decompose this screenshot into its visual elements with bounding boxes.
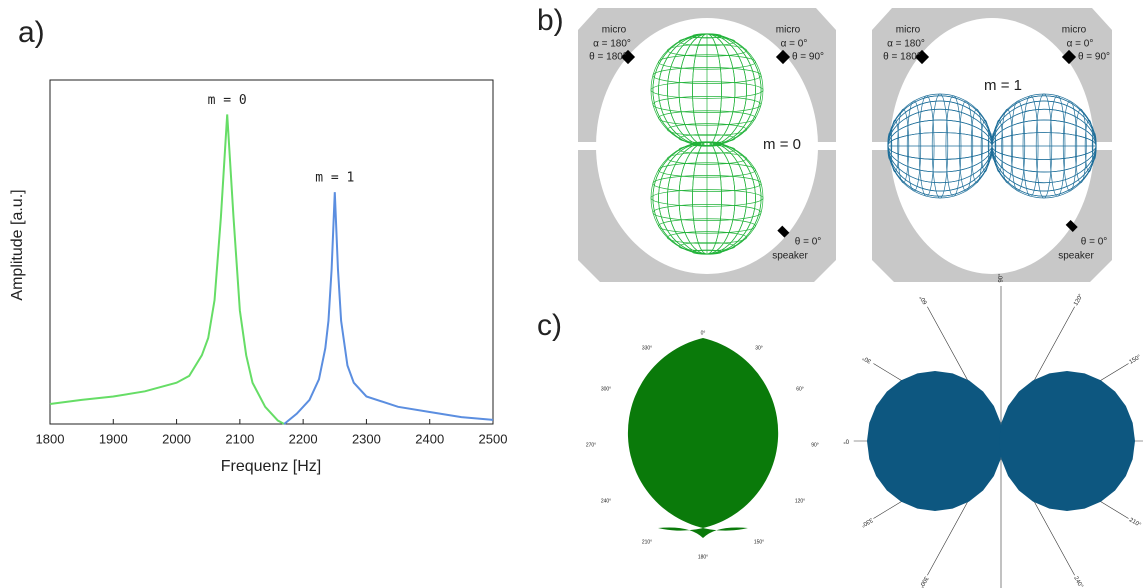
micro-marker — [620, 49, 636, 65]
x-tick-label: 1800 — [36, 431, 65, 446]
angle-label: 210° — [642, 539, 652, 545]
meridian — [652, 141, 762, 255]
x-tick-label: 2300 — [352, 431, 381, 446]
micro-marker — [914, 49, 930, 65]
angle-label: 30° — [755, 345, 763, 351]
angle-label: 0° — [843, 437, 849, 443]
y-axis-label: Amplitude [a.u.] — [9, 189, 26, 300]
diagram-label: θ = 180° — [589, 52, 627, 63]
diagram-label: micro — [602, 25, 627, 36]
angle-label: 120° — [795, 498, 805, 504]
wireframe-sphere — [991, 93, 1097, 199]
angle-label: 330° — [642, 345, 652, 351]
angle-label: 0° — [701, 330, 706, 336]
x-tick-label: 2200 — [289, 431, 318, 446]
mode-label: m = 0 — [763, 136, 801, 153]
diagram-label: θ = 0° — [795, 237, 822, 248]
angle-label: 180° — [698, 554, 708, 560]
diagram-label: speaker — [1058, 251, 1094, 262]
speaker-marker — [777, 225, 790, 238]
wireframe-sphere — [650, 141, 764, 255]
angle-label: 300° — [601, 386, 611, 392]
mode-label: m = 1 — [984, 77, 1022, 94]
angle-label: 90° — [999, 273, 1005, 283]
slit — [814, 142, 836, 150]
diagram-label: α = 180° — [593, 39, 631, 50]
angle-label: 150° — [1129, 354, 1143, 366]
angle-label: 210° — [1128, 517, 1142, 529]
x-tick-label: 2400 — [415, 431, 444, 446]
slit — [872, 142, 894, 150]
plot-frame — [49, 79, 494, 425]
panel-label: c) — [537, 309, 562, 342]
slit — [1090, 142, 1112, 150]
line-series — [283, 192, 494, 425]
series-label: m = 0 — [208, 93, 247, 108]
diagram-label: α = 180° — [887, 39, 925, 50]
diagram-label: speaker — [772, 251, 808, 262]
diagram-label: θ = 90° — [792, 52, 824, 63]
panel-label: b) — [537, 4, 564, 37]
line-series — [49, 114, 285, 425]
panel-label: a) — [18, 16, 45, 49]
angle-label: 150° — [754, 539, 764, 545]
angle-label: 120° — [1073, 293, 1085, 307]
slit — [578, 142, 600, 150]
angle-label: 30° — [861, 354, 872, 364]
x-tick-label: 2000 — [162, 431, 191, 446]
speaker-marker — [1065, 219, 1078, 232]
diagram-label: micro — [776, 25, 801, 36]
diagram-label: α = 0° — [781, 39, 808, 50]
diagram-label: θ = 0° — [1081, 237, 1108, 248]
angle-label: 60° — [796, 386, 804, 392]
polar-pattern — [627, 338, 779, 538]
angle-label: 270° — [586, 442, 596, 448]
diagram-label: θ = 90° — [1078, 52, 1110, 63]
diagram-label: θ = 180° — [883, 52, 921, 63]
x-tick-label: 2500 — [479, 431, 508, 446]
x-tick-label: 2100 — [225, 431, 254, 446]
angle-label: 240° — [1072, 576, 1084, 588]
angle-label: 330° — [859, 516, 873, 528]
x-axis-label: Frequenz [Hz] — [221, 458, 321, 475]
polar-lobe — [867, 371, 1003, 511]
angle-label: 90° — [811, 442, 819, 448]
polar-lobe — [999, 371, 1135, 511]
x-tick-label: 1900 — [99, 431, 128, 446]
diagram-label: micro — [1062, 25, 1087, 36]
angle-label: 300° — [917, 575, 929, 588]
series-label: m = 1 — [315, 171, 354, 186]
angle-label: 60° — [919, 294, 929, 305]
meridian — [991, 95, 1097, 197]
angle-label: 240° — [601, 498, 611, 504]
micro-marker — [1061, 49, 1077, 65]
diagram-label: α = 0° — [1067, 39, 1094, 50]
micro-marker — [775, 49, 791, 65]
diagram-label: micro — [896, 25, 921, 36]
